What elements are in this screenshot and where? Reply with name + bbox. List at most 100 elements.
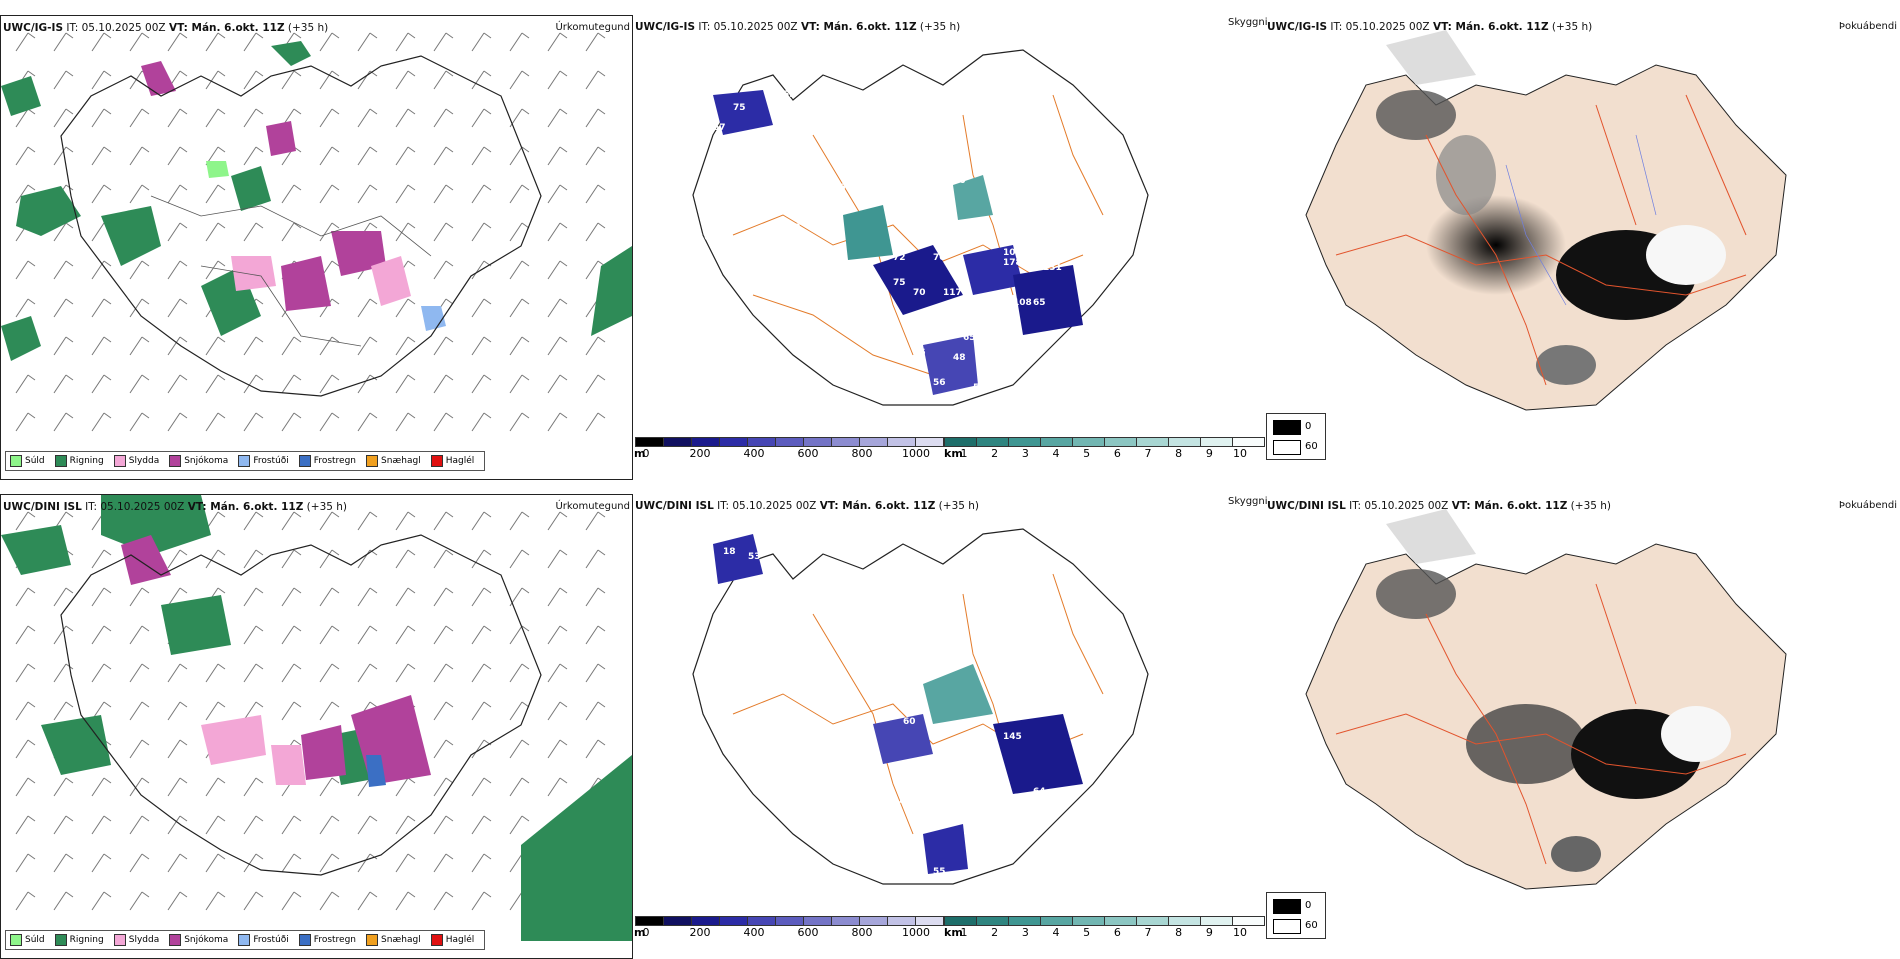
wind-barb-flag	[331, 146, 340, 153]
wind-barb	[53, 298, 67, 318]
ptype-panel-2: UWC/DINI ISL IT: 05.10.2025 00Z VT: Mán.…	[0, 494, 633, 959]
wind-barb	[433, 663, 447, 683]
wind-barb-flag	[597, 222, 606, 229]
wind-barb-flag	[255, 222, 264, 229]
wind-barb-flag	[445, 298, 454, 305]
tick-label: 200	[689, 926, 711, 939]
wind-barb-flag	[103, 587, 112, 594]
wind-barb	[471, 412, 485, 432]
wind-barb	[243, 777, 257, 797]
wind-barb-flag	[369, 549, 378, 556]
wind-barb-flag	[217, 260, 226, 267]
wind-barb-flag	[179, 777, 188, 784]
ceiling-value: 18	[763, 757, 776, 767]
wind-barb	[509, 511, 523, 531]
wind-barb	[319, 777, 333, 797]
wind-barb	[53, 891, 67, 911]
wind-barb-flag	[293, 701, 302, 708]
wind-barb	[433, 739, 447, 759]
wind-barb	[433, 891, 447, 911]
wind-barb	[585, 739, 599, 759]
wind-barb-flag	[445, 374, 454, 381]
init-time: IT: 05.10.2025 00Z	[717, 500, 817, 512]
wind-barb-flag	[255, 412, 264, 419]
wind-barb	[395, 70, 409, 90]
wind-barb-flag	[445, 260, 454, 267]
wind-barb	[471, 146, 485, 166]
wind-barb	[91, 336, 105, 356]
wind-barb	[433, 336, 447, 356]
wind-barb-flag	[559, 32, 568, 39]
wind-barb-flag	[65, 625, 74, 632]
wind-barb	[395, 146, 409, 166]
colorbar-cell	[1232, 916, 1265, 926]
ceiling-value: 42	[1003, 637, 1016, 647]
wind-barb	[15, 891, 29, 911]
ceiling-value: 79	[913, 857, 926, 867]
ceiling-value: 108	[1013, 298, 1032, 308]
ptype-legend-item: Frostúði	[238, 934, 289, 946]
ceiling-value: 53	[748, 552, 761, 562]
wind-barb-flag	[27, 412, 36, 419]
wind-barb-flag	[293, 70, 302, 77]
wind-barb-flag	[293, 108, 302, 115]
colorbar-cell	[887, 437, 915, 447]
wind-barb-flag	[331, 815, 340, 822]
wind-barb	[319, 70, 333, 90]
wind-barb-flag	[445, 587, 454, 594]
wind-barb	[167, 260, 181, 280]
wind-barb-flag	[407, 146, 416, 153]
wind-barb	[509, 625, 523, 645]
ceiling-value: 75	[763, 243, 776, 253]
wind-barb	[471, 184, 485, 204]
tick-label: 9	[1205, 926, 1213, 939]
wind-barb-flag	[217, 70, 226, 77]
wind-barb-flag	[65, 701, 74, 708]
wind-barb-flag	[445, 32, 454, 39]
wind-barb	[167, 412, 181, 432]
ptype-legend-item: Snjókoma	[169, 934, 228, 946]
wind-barb-flag	[369, 701, 378, 708]
wind-barb	[53, 32, 67, 52]
wind-barb	[167, 549, 181, 569]
ceiling-value: 59	[973, 383, 986, 393]
init-time: IT: 05.10.2025 00Z	[66, 22, 166, 34]
wind-barb-flag	[559, 184, 568, 191]
tick-label: 3	[1021, 926, 1029, 939]
wind-barb-flag	[255, 549, 264, 556]
wind-barb-flag	[255, 853, 264, 860]
ceiling-value: 144	[893, 797, 912, 807]
wind-barb-flag	[103, 701, 112, 708]
wind-barb-flag	[217, 146, 226, 153]
wind-barb	[547, 587, 561, 607]
low-cloud-blobs	[713, 90, 1083, 395]
ptype-legend-item: Haglél	[430, 934, 474, 946]
wind-barb-flag	[179, 891, 188, 898]
ceiling-value: 68	[1013, 817, 1026, 827]
wind-barb-flag	[597, 184, 606, 191]
wind-barb	[129, 891, 143, 911]
wind-barb-flag	[331, 549, 340, 556]
wind-barb	[509, 412, 523, 432]
wind-barb-flag	[27, 374, 36, 381]
wind-barb-flag	[65, 374, 74, 381]
wind-barb-flag	[27, 663, 36, 670]
wind-barb	[585, 222, 599, 242]
wind-barb	[129, 374, 143, 394]
wind-barb-flag	[521, 549, 530, 556]
wind-barb	[547, 32, 561, 52]
colorbar-cell	[1232, 437, 1265, 447]
fog-panel-2: UWC/DINI ISL IT: 05.10.2025 00Z VT: Mán.…	[1266, 494, 1899, 959]
ceiling-value: 67	[713, 123, 726, 133]
wind-barb-flag	[65, 891, 74, 898]
wind-barb-flag	[331, 32, 340, 39]
wind-barb	[395, 336, 409, 356]
wind-barb	[395, 184, 409, 204]
wind-barb	[547, 549, 561, 569]
wind-barb	[167, 739, 181, 759]
wind-barb-flag	[217, 511, 226, 518]
wind-barb-flag	[559, 625, 568, 632]
wind-barb-flag	[559, 412, 568, 419]
ceiling-value: 55	[783, 90, 796, 100]
